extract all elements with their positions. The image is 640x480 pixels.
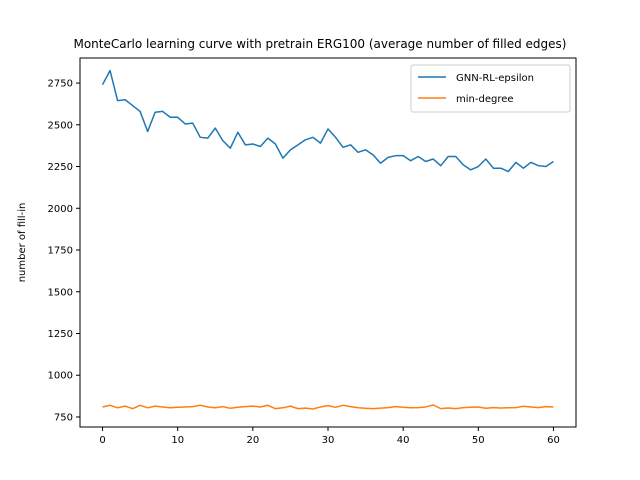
series-layer bbox=[101, 69, 554, 410]
series-line-gnn bbox=[101, 69, 554, 173]
x-tick-label: 10 bbox=[171, 435, 184, 446]
x-axis: 0 10 20 30 40 50 60 bbox=[99, 427, 560, 446]
chart-title: MonteCarlo learning curve with pretrain … bbox=[73, 37, 566, 51]
y-tick-label: 1250 bbox=[48, 329, 73, 340]
y-tick-label: 750 bbox=[54, 412, 73, 423]
y-tick-label: 2750 bbox=[48, 79, 73, 90]
y-axis: 750 1000 1250 1500 1750 2000 2250 2500 2750 bbox=[48, 79, 80, 423]
legend: GNN-RL-epsilon min-degree bbox=[410, 64, 571, 113]
y-tick-label: 1750 bbox=[48, 246, 73, 257]
x-tick-label: 50 bbox=[472, 435, 485, 446]
x-tick-label: 40 bbox=[397, 435, 410, 446]
y-tick-label: 2000 bbox=[48, 204, 73, 215]
y-tick-label: 2250 bbox=[48, 162, 73, 173]
y-tick-label: 1000 bbox=[48, 371, 73, 382]
x-tick-label: 0 bbox=[99, 435, 105, 446]
legend-frame bbox=[410, 64, 571, 113]
legend-label-min-degree: min-degree bbox=[456, 94, 514, 105]
y-tick-label: 2500 bbox=[48, 120, 73, 131]
x-tick-label: 30 bbox=[322, 435, 335, 446]
x-tick-label: 60 bbox=[547, 435, 560, 446]
x-tick-label: 20 bbox=[246, 435, 259, 446]
y-tick-label: 1500 bbox=[48, 287, 73, 298]
legend-label-gnn: GNN-RL-epsilon bbox=[456, 73, 534, 84]
y-axis-label: number of fill-in bbox=[17, 203, 28, 283]
series-line-min-degree bbox=[102, 404, 554, 410]
